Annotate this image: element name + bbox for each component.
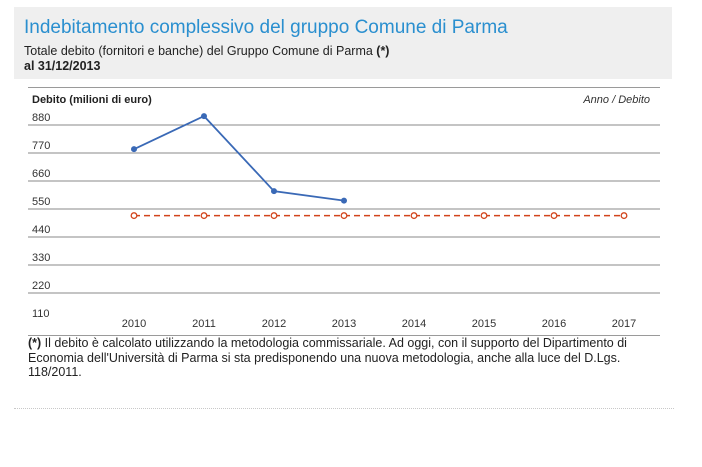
footnote-text: Il debito è calcolato utilizzando la met…	[28, 336, 627, 379]
data-point-reference	[620, 212, 628, 220]
series-line-debt	[133, 114, 345, 202]
subtitle-text: Totale debito (fornitori e banche) del G…	[24, 44, 377, 58]
line-chart: 110 220 330 440 550 660 770 880 Debito (milioni …	[28, 94, 660, 330]
y-axis-title: Debito (milioni di euro)	[32, 94, 152, 106]
chart-title: Indebitamento complessivo del gruppo Com…	[24, 17, 508, 38]
data-point-reference	[410, 212, 418, 220]
footnote-mark: (*)	[28, 336, 42, 350]
x-tick-label: 2016	[542, 318, 566, 330]
data-point-reference	[200, 212, 208, 220]
chart-header: Indebitamento complessivo del gruppo Com…	[14, 7, 672, 79]
chart-area: 110 220 330 440 550 660 770 880 Debito (milioni …	[28, 87, 660, 336]
y-tick-label: 770	[32, 140, 50, 152]
data-point-debt	[131, 146, 137, 153]
x-tick-label: 2017	[612, 318, 636, 330]
y-tick-label: 660	[32, 168, 50, 180]
data-point-reference	[270, 212, 278, 220]
data-point-reference	[480, 212, 488, 220]
x-tick-label: 2013	[332, 318, 356, 330]
x-tick-label: 2010	[122, 318, 146, 330]
y-tick-label: 220	[32, 280, 50, 292]
x-tick-label: 2015	[472, 318, 496, 330]
data-point-reference	[340, 212, 348, 220]
x-tick-label: 2011	[192, 318, 216, 330]
y-tick-label: 330	[32, 252, 50, 264]
data-point-debt	[341, 197, 347, 204]
subtitle-date: al 31/12/2013	[24, 59, 101, 73]
subtitle-footnote-mark: (*)	[376, 44, 390, 58]
footnote: (*) Il debito è calcolato utilizzando la…	[28, 336, 658, 380]
x-tick-label: 2014	[402, 318, 426, 330]
data-point-debt	[271, 188, 277, 195]
data-point-reference	[130, 212, 138, 220]
chart-subtitle: Totale debito (fornitori e banche) del G…	[24, 44, 584, 74]
y-tick-label: 880	[32, 112, 50, 124]
y-tick-label: 110	[32, 308, 50, 320]
x-tick-label: 2012	[262, 318, 286, 330]
data-point-reference	[550, 212, 558, 220]
y-tick-label: 440	[32, 224, 50, 236]
data-point-debt	[201, 113, 207, 120]
y-tick-label: 550	[32, 196, 50, 208]
legend-label: Anno / Debito	[582, 94, 650, 106]
bottom-divider	[14, 408, 674, 409]
